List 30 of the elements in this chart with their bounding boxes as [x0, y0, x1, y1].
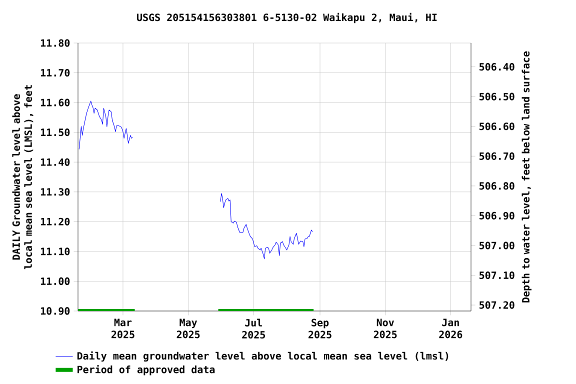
legend-label: Daily mean groundwater level above local mean sea level (lmsl)	[77, 351, 448, 362]
y-tick-label: 11.00	[41, 277, 70, 286]
x-tick-label: May 2025	[176, 318, 200, 338]
y2-tick-label: 506.90	[480, 212, 514, 220]
y2-tick-label: 507.20	[480, 301, 514, 309]
x-tick-label: Nov 2025	[374, 318, 397, 338]
y-tick-label: 11.50	[41, 128, 70, 136]
y2-tick-label: 507.00	[480, 242, 514, 250]
y2-tick-label: 507.10	[480, 271, 514, 280]
x-tick-label: Sep 2025	[308, 318, 332, 338]
y-tick-label: 11.10	[41, 248, 70, 256]
y-tick-label: 11.40	[41, 158, 70, 166]
y-tick-label: 11.60	[41, 98, 70, 106]
legend-label: Period of approved data	[78, 365, 215, 376]
y2-tick-label: 506.60	[480, 122, 514, 130]
y-tick-label: 10.90	[41, 307, 70, 315]
y2-axis-title: Depth to water level, feet below land surface	[522, 51, 532, 302]
x-tick-label: Jul 2025	[242, 318, 265, 339]
y-tick-label: 11.70	[41, 68, 70, 77]
chart-title: USGS 205154156303801 6-5130-02 Waikapu 2, Maui, HI	[137, 12, 437, 24]
y-tick-label: 11.80	[41, 39, 70, 47]
x-tick-label: Mar 2025	[112, 318, 134, 338]
x-tick-label: Jan 2026	[439, 318, 462, 338]
y2-tick-label: 506.70	[480, 152, 514, 160]
y2-tick-label: 506.80	[480, 182, 514, 190]
y-tick-label: 11.30	[41, 188, 70, 196]
y2-tick-label: 506.40	[480, 63, 514, 71]
y2-tick-label: 506.50	[480, 92, 514, 100]
y-axis-title: DAILY Groundwater level above local mean sea level (LMSL), feet	[12, 85, 34, 270]
y-tick-label: 11.20	[41, 218, 70, 226]
